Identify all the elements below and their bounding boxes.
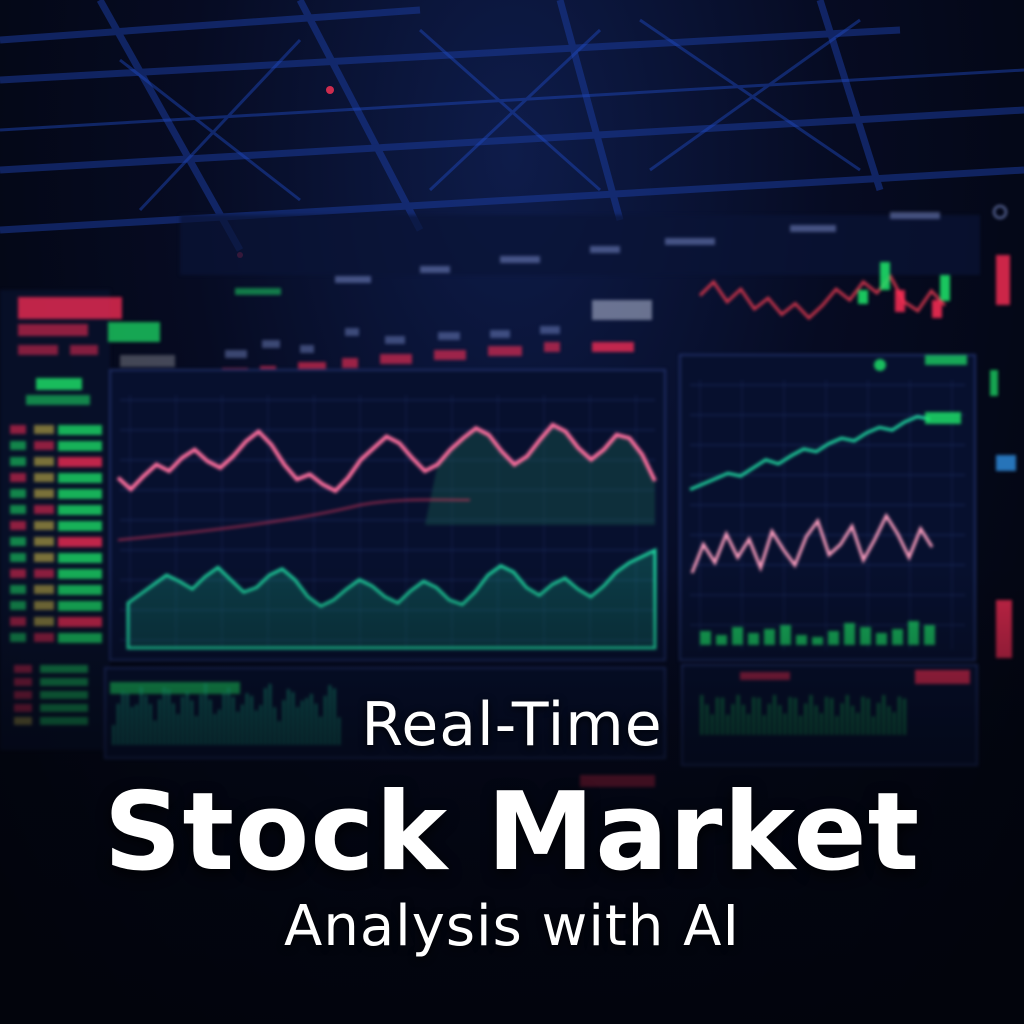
row-cell bbox=[34, 489, 54, 498]
row-cell bbox=[10, 617, 26, 626]
row-cell bbox=[58, 441, 102, 451]
row-cell bbox=[10, 553, 26, 562]
candle bbox=[895, 290, 905, 312]
row-cell bbox=[10, 425, 26, 434]
row-cell bbox=[58, 585, 102, 595]
top-right-mini-chart bbox=[698, 273, 947, 321]
row-cell bbox=[14, 665, 32, 673]
headline-line-2: Stock Market bbox=[103, 770, 921, 895]
volume-bar bbox=[892, 629, 903, 645]
row-cell bbox=[58, 505, 102, 515]
row-cell bbox=[34, 617, 54, 626]
right-chart-panel bbox=[679, 354, 976, 661]
row-cell bbox=[34, 425, 54, 434]
row-cell bbox=[58, 489, 102, 499]
volume-bar bbox=[860, 627, 871, 645]
row-cell bbox=[10, 569, 26, 578]
row-cell bbox=[10, 601, 26, 610]
row-cell bbox=[58, 569, 102, 579]
row-cell bbox=[34, 633, 54, 642]
headline-overlay: Real-Time Stock Market Analysis with AI bbox=[0, 680, 1024, 980]
candle bbox=[880, 262, 890, 290]
row-cell bbox=[34, 601, 54, 610]
row-cell bbox=[58, 617, 102, 627]
volume-bar bbox=[844, 623, 855, 645]
candle bbox=[940, 275, 950, 301]
volume-bar bbox=[812, 637, 823, 645]
row-cell bbox=[10, 633, 26, 642]
volume-bar bbox=[780, 625, 791, 645]
volume-bar bbox=[876, 633, 887, 645]
row-cell bbox=[58, 633, 102, 643]
row-cell bbox=[34, 505, 54, 514]
volume-bar bbox=[924, 625, 935, 645]
candle bbox=[932, 300, 942, 318]
row-cell bbox=[58, 457, 102, 467]
row-cell bbox=[10, 537, 26, 546]
ticker-tiles-row bbox=[120, 300, 652, 378]
row-cell bbox=[34, 441, 54, 450]
volume-bar bbox=[796, 635, 807, 645]
volume-bar bbox=[748, 633, 759, 645]
row-cell bbox=[58, 553, 102, 563]
row-cell bbox=[10, 505, 26, 514]
row-cell bbox=[10, 473, 26, 482]
row-cell bbox=[34, 537, 54, 546]
row-cell bbox=[58, 601, 102, 611]
headline-line-1: Real-Time bbox=[361, 690, 663, 760]
row-cell bbox=[10, 585, 26, 594]
volume-bar bbox=[700, 631, 711, 645]
row-cell bbox=[58, 473, 102, 483]
row-cell bbox=[58, 521, 102, 531]
headline-line-3: Analysis with AI bbox=[284, 894, 740, 959]
row-cell bbox=[34, 585, 54, 594]
row-cell bbox=[34, 457, 54, 466]
volume-bar bbox=[716, 635, 727, 645]
volume-bar bbox=[908, 621, 919, 645]
row-cell bbox=[34, 473, 54, 482]
row-cell bbox=[40, 665, 88, 673]
row-cell bbox=[34, 553, 54, 562]
row-cell bbox=[10, 489, 26, 498]
row-cell bbox=[10, 521, 26, 530]
volume-bar bbox=[828, 631, 839, 645]
row-cell bbox=[58, 425, 102, 435]
top-menu-bar bbox=[180, 215, 980, 275]
volume-bar bbox=[732, 627, 743, 645]
row-cell bbox=[10, 457, 26, 466]
row-cell bbox=[58, 537, 102, 547]
candle bbox=[858, 290, 868, 304]
volume-bar bbox=[764, 629, 775, 645]
row-cell bbox=[34, 521, 54, 530]
row-cell bbox=[10, 441, 26, 450]
row-cell bbox=[34, 569, 54, 578]
